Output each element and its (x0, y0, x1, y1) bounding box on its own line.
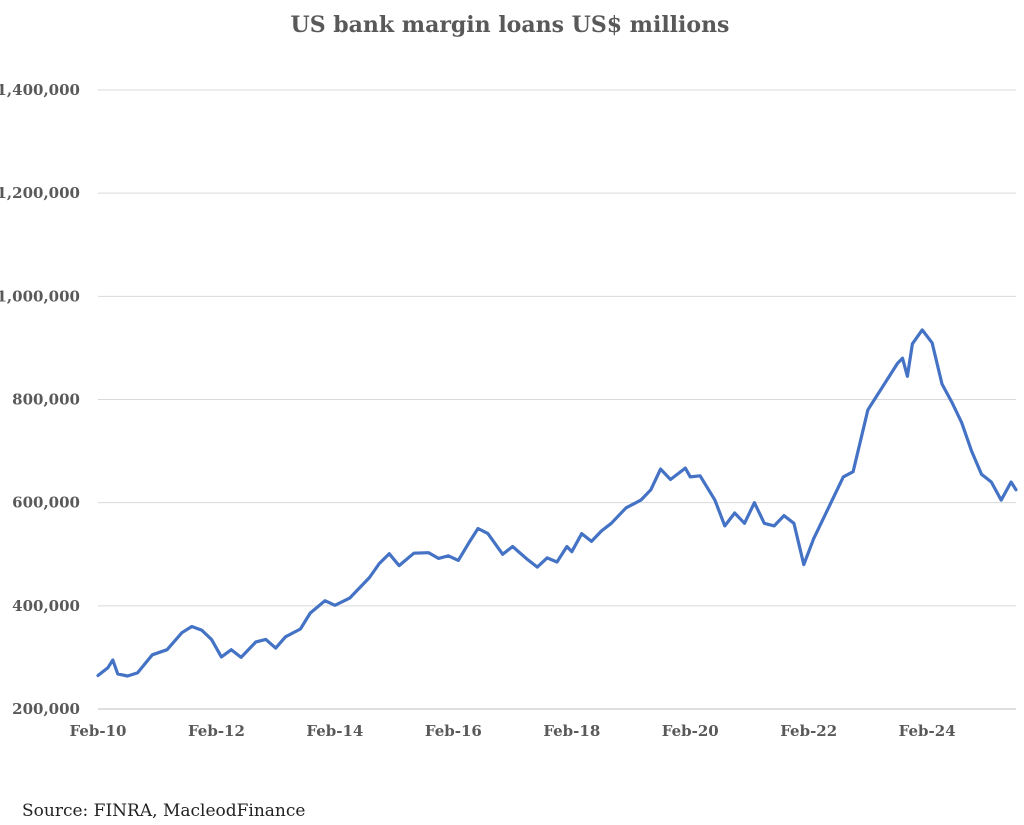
x-tick-label: Feb-22 (780, 722, 837, 740)
x-tick-label: Feb-16 (425, 722, 482, 740)
x-tick-label: Feb-14 (306, 722, 363, 740)
y-axis-tick-labels: 200,000 400,000 600,000 800,000 1,000,000 1,2… (0, 81, 80, 718)
series-line (96, 328, 1018, 678)
series-layer (96, 328, 1018, 678)
x-tick-label: Feb-20 (662, 722, 719, 740)
x-tick-label: Feb-10 (70, 722, 127, 740)
y-tick-label: 1,200,000 (0, 184, 80, 202)
y-tick-label: 1,000,000 (0, 287, 80, 305)
x-axis-tick-labels: Feb-10 Feb-12 Feb-14 Feb-16 Feb-18 Feb-20 Feb-… (70, 722, 956, 740)
y-tick-label: 200,000 (12, 700, 80, 718)
y-tick-label: 1,400,000 (0, 81, 80, 99)
y-tick-label: 600,000 (12, 494, 80, 512)
y-tick-label: 800,000 (12, 391, 80, 409)
source-note: Source: FINRA, MacleodFinance (22, 801, 305, 821)
x-tick-label: Feb-12 (188, 722, 245, 740)
y-tick-label: 400,000 (12, 597, 80, 615)
x-tick-label: Feb-24 (899, 722, 956, 740)
x-tick-label: Feb-18 (543, 722, 600, 740)
gridlines (98, 89, 1016, 607)
chart-title: US bank margin loans US$ millions (291, 12, 730, 38)
